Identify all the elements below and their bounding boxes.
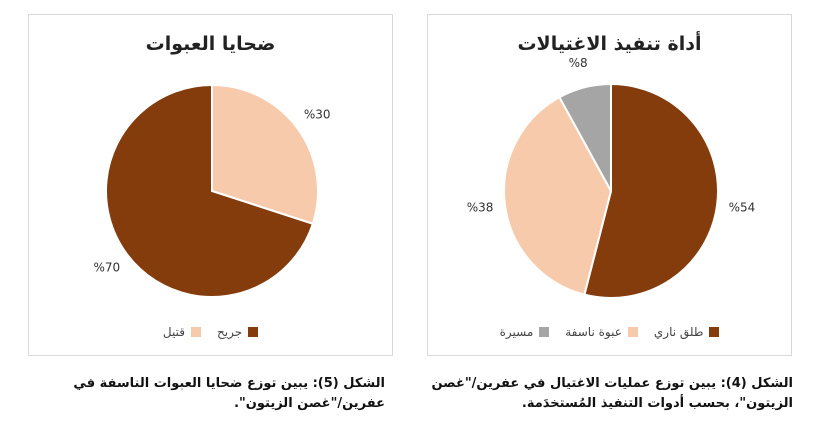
legend-item-killed: قتيل [163,325,201,339]
chart-title: أداة تنفيذ الاغتيالات [517,33,702,55]
pie-slice-explosive [503,95,613,296]
legend-swatch [627,327,638,337]
legend-item-gunfire: طلق ناري [654,325,720,339]
data-label: %30 [304,108,331,122]
legend-label: مسيرة [499,325,534,339]
assassination-tools-chart-panel: أداة تنفيذ الاغتيالات %54 %38 %8 طلق ناري … [427,14,792,356]
legend-swatch [190,327,201,337]
data-label: %38 [467,201,494,215]
data-label: %8 [569,56,588,70]
victims-pie-chart: %30 %70 [93,83,331,298]
data-label: %54 [729,201,756,215]
legend-item-explosive: عبوة ناسفة [565,325,638,339]
chart-legend: طلق ناري عبوة ناسفة مسيرة [428,325,791,339]
chart-legend: جريح قتيل [29,325,392,339]
pie-slice-killed [211,83,319,226]
victims-chart-panel: ضحايا العبوات %30 %70 جريح قتيل [28,14,393,356]
pie-slice-wounded [105,83,315,298]
figure-caption-5: الشكل (5): يبين توزع ضحايا العبوات الناس… [73,376,385,411]
legend-item-wounded: جريح [216,325,259,339]
legend-swatch [539,327,550,337]
legend-swatch [709,327,720,337]
figure-caption-4: الشكل (4): يبين توزع عمليات الاغتيال في … [431,376,793,411]
chart-title: ضحايا العبوات [145,33,276,55]
legend-label: عبوة ناسفة [565,325,622,339]
legend-label: قتيل [162,325,185,339]
assassination-tools-pie-chart: %54 %38 %8 [467,56,756,299]
legend-swatch [248,327,259,337]
legend-item-drone: مسيرة [500,325,550,339]
pie-slice-drone [558,82,612,192]
data-label: %70 [93,260,120,274]
pie-slice-gunfire [583,82,719,299]
legend-label: طلق ناري [653,325,704,339]
legend-label: جريح [216,325,243,339]
